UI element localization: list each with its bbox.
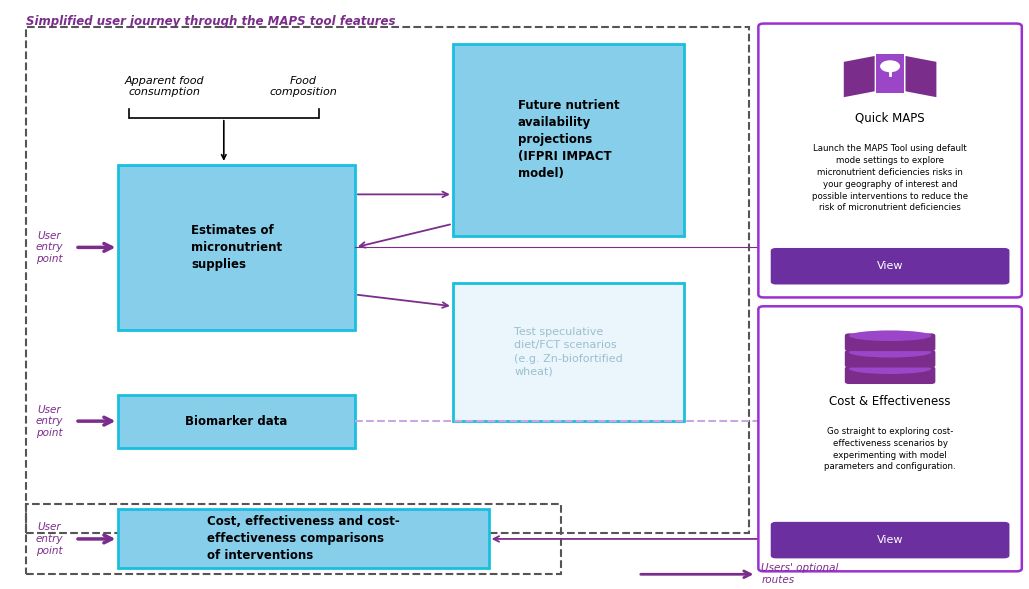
Text: Users' optional
routes: Users' optional routes xyxy=(761,564,839,585)
Text: Test speculative
diet/FCT scenarios
(e.g. Zn-biofortified
wheat): Test speculative diet/FCT scenarios (e.g… xyxy=(514,327,623,377)
FancyBboxPatch shape xyxy=(771,248,1009,284)
Text: Estimates of
micronutrient
supplies: Estimates of micronutrient supplies xyxy=(191,224,282,271)
Bar xyxy=(118,509,489,568)
Text: Quick MAPS: Quick MAPS xyxy=(855,112,925,125)
Ellipse shape xyxy=(849,330,931,341)
Text: Cost, effectiveness and cost-
effectiveness comparisons
of interventions: Cost, effectiveness and cost- effectiven… xyxy=(207,515,400,562)
Bar xyxy=(118,395,355,448)
Text: User
entry
point: User entry point xyxy=(36,405,63,438)
FancyBboxPatch shape xyxy=(845,366,935,384)
Text: User
entry
point: User entry point xyxy=(36,522,63,555)
Text: User
entry
point: User entry point xyxy=(36,231,63,264)
Text: Simplified user journey through the MAPS tool features: Simplified user journey through the MAPS… xyxy=(26,15,395,28)
Text: Launch the MAPS Tool using default
mode settings to explore
micronutrient defici: Launch the MAPS Tool using default mode … xyxy=(812,144,968,212)
FancyBboxPatch shape xyxy=(758,24,1022,297)
Polygon shape xyxy=(844,56,875,97)
Polygon shape xyxy=(876,54,904,92)
Text: Biomarker data: Biomarker data xyxy=(185,415,288,428)
Text: Future nutrient
availability
projections
(IFPRI IMPACT
model): Future nutrient availability projections… xyxy=(518,100,619,180)
FancyBboxPatch shape xyxy=(845,350,935,368)
Bar xyxy=(118,165,355,330)
Bar xyxy=(26,504,561,574)
FancyBboxPatch shape xyxy=(758,306,1022,571)
Text: View: View xyxy=(877,535,903,545)
Circle shape xyxy=(881,61,899,72)
Text: View: View xyxy=(877,262,903,271)
Polygon shape xyxy=(906,56,936,97)
FancyBboxPatch shape xyxy=(845,333,935,351)
Ellipse shape xyxy=(849,347,931,358)
Ellipse shape xyxy=(849,363,931,374)
Bar xyxy=(453,283,684,421)
Text: Apparent food
consumption: Apparent food consumption xyxy=(125,75,205,97)
Text: Go straight to exploring cost-
effectiveness scenarios by
experimenting with mod: Go straight to exploring cost- effective… xyxy=(824,427,956,471)
FancyBboxPatch shape xyxy=(771,522,1009,558)
Bar xyxy=(26,27,749,533)
Text: Food
composition: Food composition xyxy=(270,75,338,97)
Bar xyxy=(453,44,684,236)
Text: Cost & Effectiveness: Cost & Effectiveness xyxy=(829,395,951,408)
